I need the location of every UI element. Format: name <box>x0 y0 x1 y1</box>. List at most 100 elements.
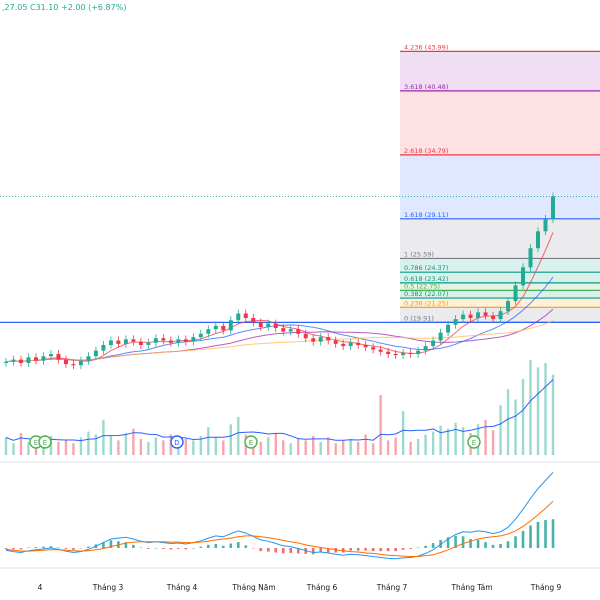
macd-histogram-bar <box>192 548 195 549</box>
candle-body <box>108 340 113 345</box>
macd-histogram-bar <box>259 548 263 552</box>
candle-body <box>161 338 166 341</box>
candle-body <box>483 312 488 316</box>
candle-body <box>4 361 8 363</box>
macd-histogram-bar <box>386 548 390 552</box>
candle-body <box>93 350 98 357</box>
macd-histogram-bar <box>251 548 255 549</box>
time-axis-label: Tháng 9 <box>530 583 562 592</box>
volume-bar <box>289 443 292 455</box>
candle-body <box>363 344 368 348</box>
volume-bar <box>454 422 457 455</box>
candle-body <box>543 218 548 232</box>
candle-body <box>191 337 196 342</box>
macd-histogram-bar <box>551 519 555 548</box>
macd-histogram-bar <box>4 548 8 549</box>
macd-histogram-bar <box>177 548 180 549</box>
event-marker-glyph: E <box>249 439 253 447</box>
volume-bar <box>446 428 450 455</box>
volume-bar <box>386 440 390 455</box>
fibonacci-extension[interactable]: 4.236 (43.99) 3.618 (40.48) 2.618 (34.79) 1… <box>0 43 600 324</box>
candle-body <box>378 349 383 352</box>
volume-bar <box>312 436 315 455</box>
macd-histogram-bar <box>12 548 15 550</box>
time-axis-label: Tháng 3 <box>92 583 124 592</box>
volume-ma-line <box>5 379 554 442</box>
event-marker-icon[interactable]: E <box>244 435 258 449</box>
volume-bar <box>551 374 555 455</box>
candle-body <box>468 314 473 318</box>
candle-body <box>401 352 406 356</box>
macd-histogram-bar <box>409 548 412 549</box>
event-marker-icon[interactable]: D <box>170 435 184 449</box>
signal-line <box>5 500 554 557</box>
volume-bar <box>87 431 90 455</box>
volume-bar <box>237 417 240 455</box>
fib-band <box>400 298 600 308</box>
candle-body <box>393 353 398 356</box>
candle-body <box>491 315 496 320</box>
event-marker-icon[interactable]: E <box>38 435 52 449</box>
macd-histogram-bar <box>319 548 323 553</box>
candle-body <box>423 346 428 351</box>
candle-body <box>476 312 481 318</box>
candle-body <box>513 285 518 302</box>
candle-body <box>131 339 136 342</box>
macd-histogram-bar <box>184 548 188 550</box>
candle-body <box>386 351 391 354</box>
candle-body <box>266 323 271 327</box>
candle-body <box>146 342 151 345</box>
candle-body <box>281 328 286 332</box>
candle-body <box>341 343 346 347</box>
volume-bar <box>222 440 225 455</box>
volume-bar <box>274 433 277 455</box>
macd-histogram-bar <box>371 548 375 552</box>
candle-body <box>333 340 338 344</box>
candle-body <box>318 337 323 342</box>
candle-body <box>348 342 353 347</box>
candle-body <box>101 344 106 351</box>
time-axis: 4 Tháng 3 Tháng 4 Tháng Năm Tháng 6 Tháng 7 Th… <box>0 461 600 592</box>
macd-histogram-bar <box>229 543 233 548</box>
event-marker-icon[interactable]: E <box>467 435 481 449</box>
candle-body <box>153 338 158 343</box>
volume-bar <box>154 437 158 455</box>
volume-bar <box>184 438 188 455</box>
volume-bar <box>521 379 525 455</box>
candle-body <box>78 360 83 366</box>
macd-histogram-bar <box>42 546 45 548</box>
volume-bar <box>102 419 105 455</box>
candle-body <box>213 325 218 330</box>
macd-pane[interactable] <box>4 472 555 560</box>
macd-histogram-bar <box>431 543 435 548</box>
volume-bar <box>409 441 412 455</box>
candle-body <box>431 340 436 347</box>
fib-level-label: 0.382 (22.07) <box>404 290 448 298</box>
macd-histogram-bar <box>132 544 135 548</box>
macd-histogram-bar <box>207 544 210 548</box>
macd-histogram-bar <box>536 521 540 548</box>
price-pane[interactable] <box>4 192 555 370</box>
macd-histogram-bar <box>446 537 450 548</box>
volume-bar <box>124 433 128 455</box>
macd-histogram-bar <box>416 547 420 549</box>
volume-bar <box>394 437 397 455</box>
macd-histogram-bar <box>514 536 517 548</box>
candle-body <box>371 347 376 350</box>
candle-body <box>521 267 526 286</box>
volume-bar <box>229 424 232 455</box>
event-marker-glyph: E <box>43 439 47 447</box>
volume-bar <box>506 389 510 455</box>
fib-level-label: 0 (19.91) <box>404 314 434 322</box>
volume-bar <box>162 440 165 455</box>
macd-histogram-bar <box>124 542 128 548</box>
fib-level-label: 1 (25.59) <box>404 250 434 258</box>
volume-bar <box>334 443 337 455</box>
ohlc-readout: ,27.05 C31.10 +2.00 (+6.87%) <box>2 3 127 12</box>
macd-histogram-bar <box>491 544 495 548</box>
macd-histogram-bar <box>461 536 465 548</box>
volume-bar <box>147 441 150 455</box>
volume-bar <box>491 430 495 455</box>
